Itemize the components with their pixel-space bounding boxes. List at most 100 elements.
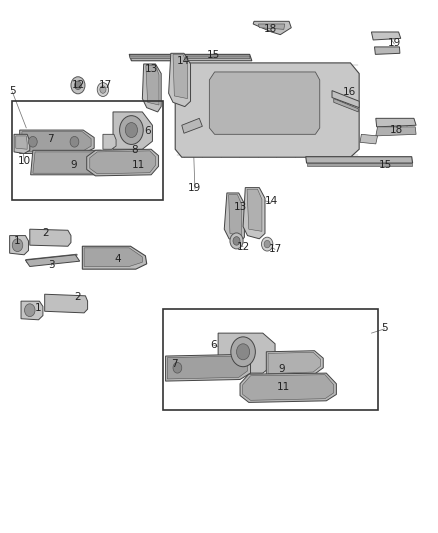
Text: 14: 14 xyxy=(177,56,190,66)
Circle shape xyxy=(173,362,182,373)
Polygon shape xyxy=(21,301,43,320)
Circle shape xyxy=(125,123,138,138)
Circle shape xyxy=(12,239,23,252)
Polygon shape xyxy=(209,72,320,134)
Circle shape xyxy=(70,136,79,147)
Circle shape xyxy=(74,81,81,90)
Polygon shape xyxy=(253,21,291,35)
Polygon shape xyxy=(33,152,114,173)
Polygon shape xyxy=(113,112,152,149)
Text: 15: 15 xyxy=(207,50,220,60)
Text: 3: 3 xyxy=(48,260,55,270)
Circle shape xyxy=(237,344,250,360)
Text: 12: 12 xyxy=(71,80,85,90)
Polygon shape xyxy=(266,351,323,376)
Polygon shape xyxy=(224,193,244,243)
Text: 11: 11 xyxy=(277,383,290,392)
Text: 2: 2 xyxy=(42,228,49,238)
Polygon shape xyxy=(14,134,30,154)
Text: 5: 5 xyxy=(9,86,16,95)
Polygon shape xyxy=(371,32,401,40)
Text: 4: 4 xyxy=(114,254,121,263)
Text: 6: 6 xyxy=(145,126,152,135)
Polygon shape xyxy=(10,236,28,255)
Polygon shape xyxy=(374,47,400,54)
Circle shape xyxy=(231,337,255,367)
Polygon shape xyxy=(182,118,202,133)
Circle shape xyxy=(264,240,270,248)
Text: 11: 11 xyxy=(131,160,145,170)
Text: 18: 18 xyxy=(264,25,277,34)
Polygon shape xyxy=(307,163,412,166)
Text: 17: 17 xyxy=(99,80,112,90)
Circle shape xyxy=(230,233,243,249)
Text: 7: 7 xyxy=(47,134,54,143)
Polygon shape xyxy=(167,356,247,379)
Circle shape xyxy=(28,136,37,147)
Text: 19: 19 xyxy=(388,38,401,47)
Polygon shape xyxy=(82,246,147,269)
Polygon shape xyxy=(146,66,159,105)
Polygon shape xyxy=(22,132,91,151)
Polygon shape xyxy=(247,189,262,231)
Polygon shape xyxy=(218,333,275,373)
Polygon shape xyxy=(103,134,116,149)
Text: 14: 14 xyxy=(265,197,278,206)
Text: 9: 9 xyxy=(278,364,285,374)
Circle shape xyxy=(233,237,240,245)
Polygon shape xyxy=(229,195,242,236)
Text: 2: 2 xyxy=(74,292,81,302)
Polygon shape xyxy=(334,99,358,112)
Polygon shape xyxy=(166,354,251,381)
Polygon shape xyxy=(306,157,413,163)
Polygon shape xyxy=(90,151,155,174)
Text: 18: 18 xyxy=(390,125,403,134)
Polygon shape xyxy=(376,127,416,136)
Polygon shape xyxy=(173,54,187,99)
Polygon shape xyxy=(16,136,27,149)
Circle shape xyxy=(25,304,35,317)
Polygon shape xyxy=(45,294,88,313)
Circle shape xyxy=(71,77,85,94)
Circle shape xyxy=(261,237,273,251)
Text: 16: 16 xyxy=(343,87,356,97)
Polygon shape xyxy=(129,54,252,61)
Text: 8: 8 xyxy=(131,146,138,155)
Polygon shape xyxy=(376,118,416,127)
Polygon shape xyxy=(31,150,117,175)
Text: 10: 10 xyxy=(18,156,31,166)
Polygon shape xyxy=(360,134,378,144)
Polygon shape xyxy=(243,375,334,400)
Polygon shape xyxy=(258,24,285,29)
Polygon shape xyxy=(175,63,359,157)
Text: 19: 19 xyxy=(188,183,201,192)
Text: 17: 17 xyxy=(268,245,282,254)
Polygon shape xyxy=(169,53,191,107)
Polygon shape xyxy=(243,188,265,239)
Circle shape xyxy=(100,86,106,93)
Polygon shape xyxy=(268,352,321,374)
Circle shape xyxy=(97,83,109,96)
Polygon shape xyxy=(84,248,142,266)
Polygon shape xyxy=(142,64,161,112)
Polygon shape xyxy=(130,56,250,59)
Bar xyxy=(12,101,163,200)
Text: 6: 6 xyxy=(210,340,217,350)
Polygon shape xyxy=(25,255,80,266)
Circle shape xyxy=(120,116,143,144)
Text: 9: 9 xyxy=(70,160,77,170)
Polygon shape xyxy=(20,130,94,154)
Polygon shape xyxy=(332,91,359,108)
Text: 1: 1 xyxy=(14,236,21,246)
Text: 5: 5 xyxy=(381,323,388,333)
Polygon shape xyxy=(240,373,336,402)
Text: 7: 7 xyxy=(171,359,178,368)
Text: 1: 1 xyxy=(35,303,42,312)
Polygon shape xyxy=(87,149,159,176)
Text: 15: 15 xyxy=(379,160,392,170)
Text: 13: 13 xyxy=(145,64,158,74)
Text: 13: 13 xyxy=(233,202,247,212)
Polygon shape xyxy=(30,229,71,246)
Text: 12: 12 xyxy=(237,242,250,252)
Bar xyxy=(163,309,378,410)
